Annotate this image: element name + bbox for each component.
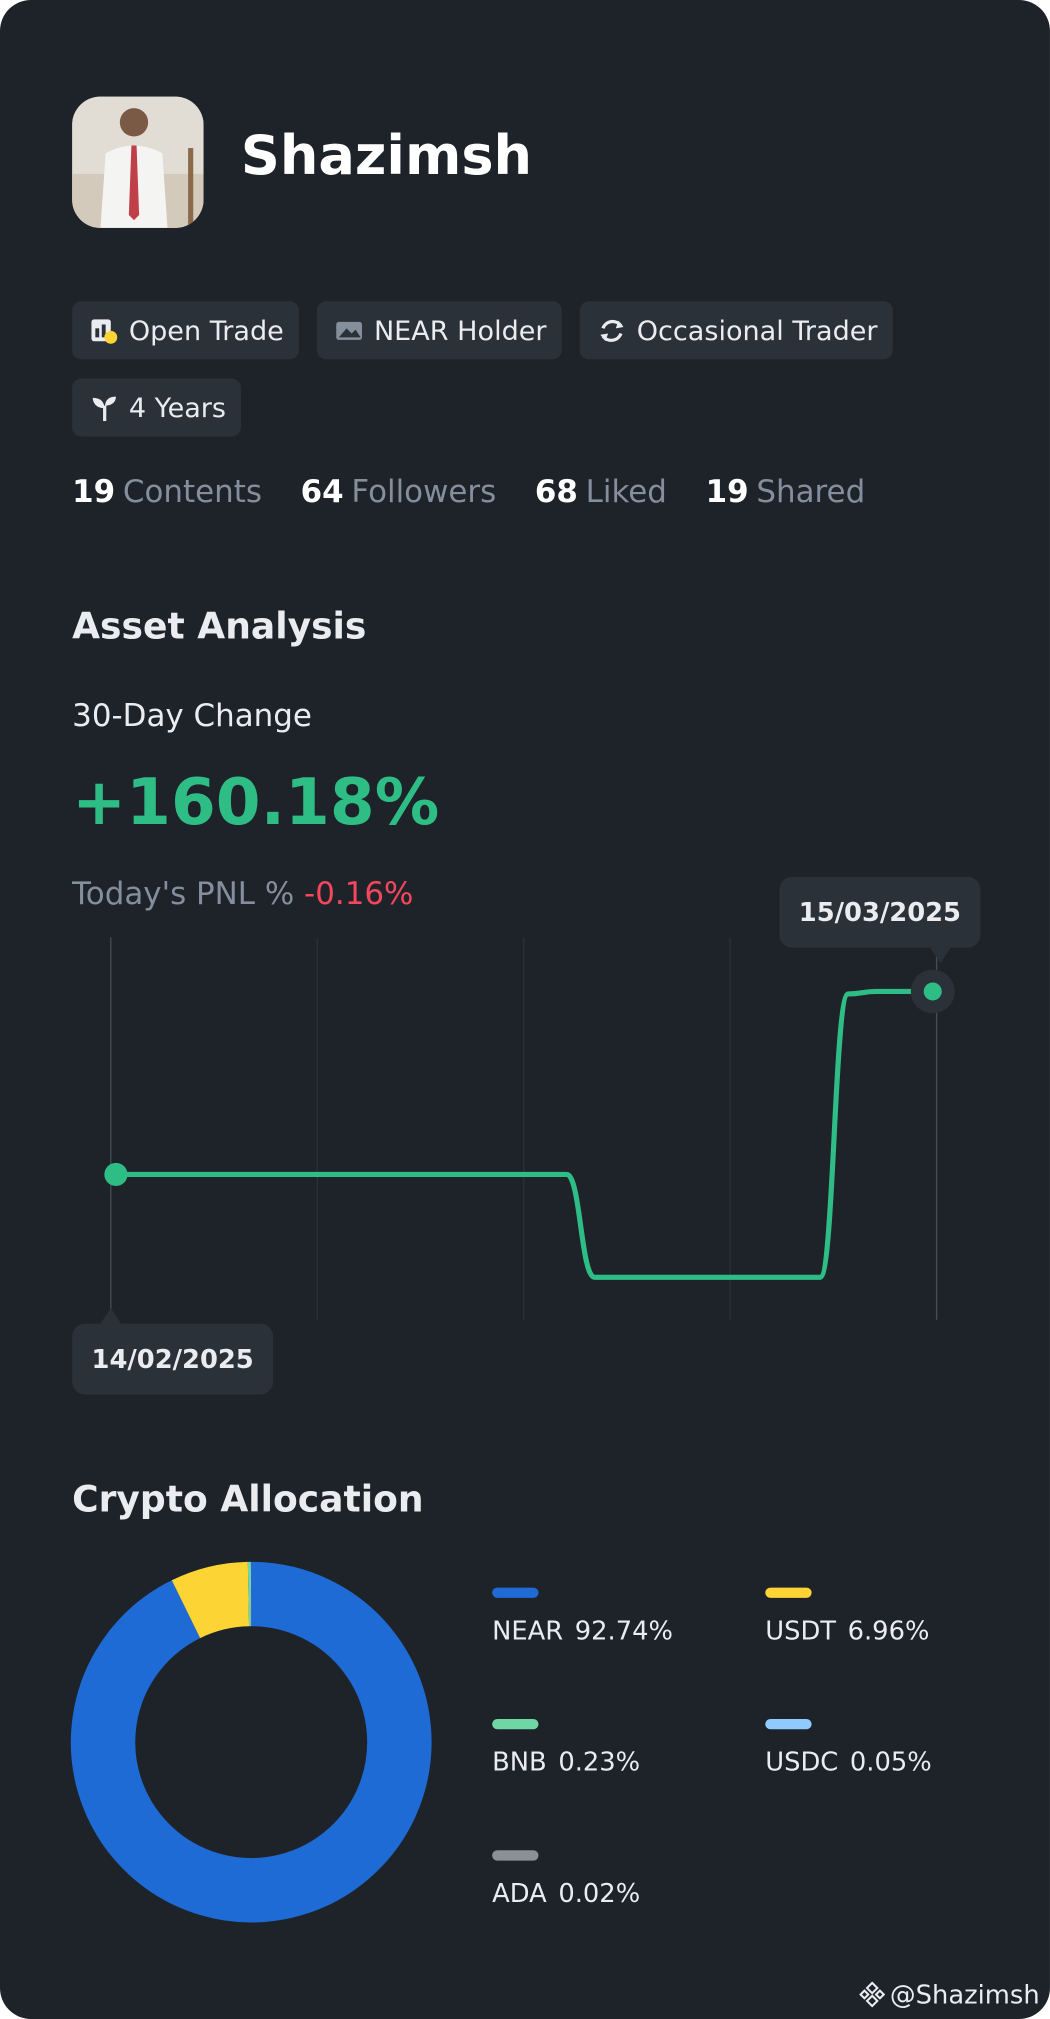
legend-value: 0.23%: [558, 1747, 640, 1777]
stat-value: 64: [300, 473, 344, 510]
legend-name: USDT: [765, 1616, 836, 1646]
badge-icon: [336, 321, 363, 340]
legend-name: USDC: [765, 1747, 838, 1777]
badge-list: Open Trade NEAR Holder Occasional Trader…: [72, 301, 948, 437]
avatar: [72, 96, 204, 228]
stat: 19 Contents: [72, 474, 262, 510]
legend-entry: USDC 0.05%: [765, 1747, 931, 1777]
badge-text: 4 Years: [128, 392, 227, 423]
watermark: @Shazimsh: [858, 1979, 1040, 2010]
tooltip-box: [72, 1323, 274, 1395]
tooltip-box: [779, 876, 981, 948]
badge: Open Trade: [72, 301, 300, 360]
pnl-row: Today's PNL % -0.16%: [72, 876, 413, 912]
stat-value: 68: [534, 473, 578, 510]
legend-swatch: [765, 1718, 812, 1730]
stat: 19 Shared: [706, 474, 866, 510]
badge: 4 Years: [72, 378, 242, 437]
stat-value: 19: [705, 473, 749, 510]
legend-swatch: [492, 1587, 539, 1598]
legend-entry: NEAR 92.74%: [492, 1616, 673, 1646]
legend-entry: USDT 6.96%: [765, 1616, 929, 1646]
donut-slice: [70, 1561, 432, 1923]
badge-icon: [600, 319, 624, 342]
badge-text: Open Trade: [128, 314, 284, 346]
pnl-label: Today's PNL %: [72, 875, 295, 912]
badge-icon: [91, 318, 118, 344]
date-label: 14/02/2025: [92, 1345, 254, 1375]
badge: Occasional Trader: [580, 301, 894, 360]
donut-slice: [171, 1561, 250, 1639]
section-title: Crypto Allocation: [72, 1478, 424, 1521]
stat: 64 Followers: [301, 474, 497, 510]
tooltip-pointer: [100, 1308, 122, 1324]
stat-label: Shared: [756, 473, 866, 510]
watermark-text: @Shazimsh: [889, 1979, 1040, 2010]
legend-name: NEAR: [492, 1616, 563, 1646]
date-label: 15/03/2025: [799, 898, 961, 928]
badge-icon: [92, 395, 116, 421]
badge: NEAR Holder: [317, 301, 563, 360]
change-label: 30-Day Change: [72, 697, 312, 734]
legend-name: ADA: [492, 1879, 547, 1909]
legend-value: 0.05%: [850, 1747, 932, 1777]
avatar-image: [72, 96, 204, 228]
legend-swatch: [492, 1850, 539, 1861]
legend-name: BNB: [492, 1747, 547, 1777]
line-series: [115, 988, 933, 1280]
change-value: +160.18%: [72, 764, 440, 840]
badge-text: Occasional Trader: [636, 314, 878, 346]
badge-text: NEAR Holder: [373, 314, 547, 346]
pnl-value: -0.16%: [304, 875, 414, 912]
legend-swatch: [492, 1718, 539, 1730]
stats-row: 19 Contents 64 Followers 68 Liked 19 Shared: [72, 474, 865, 510]
watermark-icon: [858, 1981, 885, 2008]
tooltip-pointer: [930, 947, 951, 964]
stat-label: Followers: [351, 473, 497, 510]
stat: 68 Liked: [535, 474, 667, 510]
point: [923, 982, 942, 1001]
legend-value: 92.74%: [575, 1616, 673, 1646]
section-title: Asset Analysis: [72, 605, 367, 648]
legend-value: 6.96%: [848, 1616, 930, 1646]
stat-label: Liked: [585, 473, 667, 510]
legend-entry: ADA 0.02%: [492, 1879, 640, 1909]
stat-value: 19: [72, 473, 116, 510]
legend-entry: BNB 0.23%: [492, 1747, 640, 1777]
stat-label: Contents: [122, 473, 262, 510]
legend-swatch: [765, 1587, 812, 1598]
point: [104, 1162, 128, 1187]
profile-name: Shazimsh: [240, 123, 533, 187]
legend-value: 0.02%: [558, 1879, 640, 1909]
